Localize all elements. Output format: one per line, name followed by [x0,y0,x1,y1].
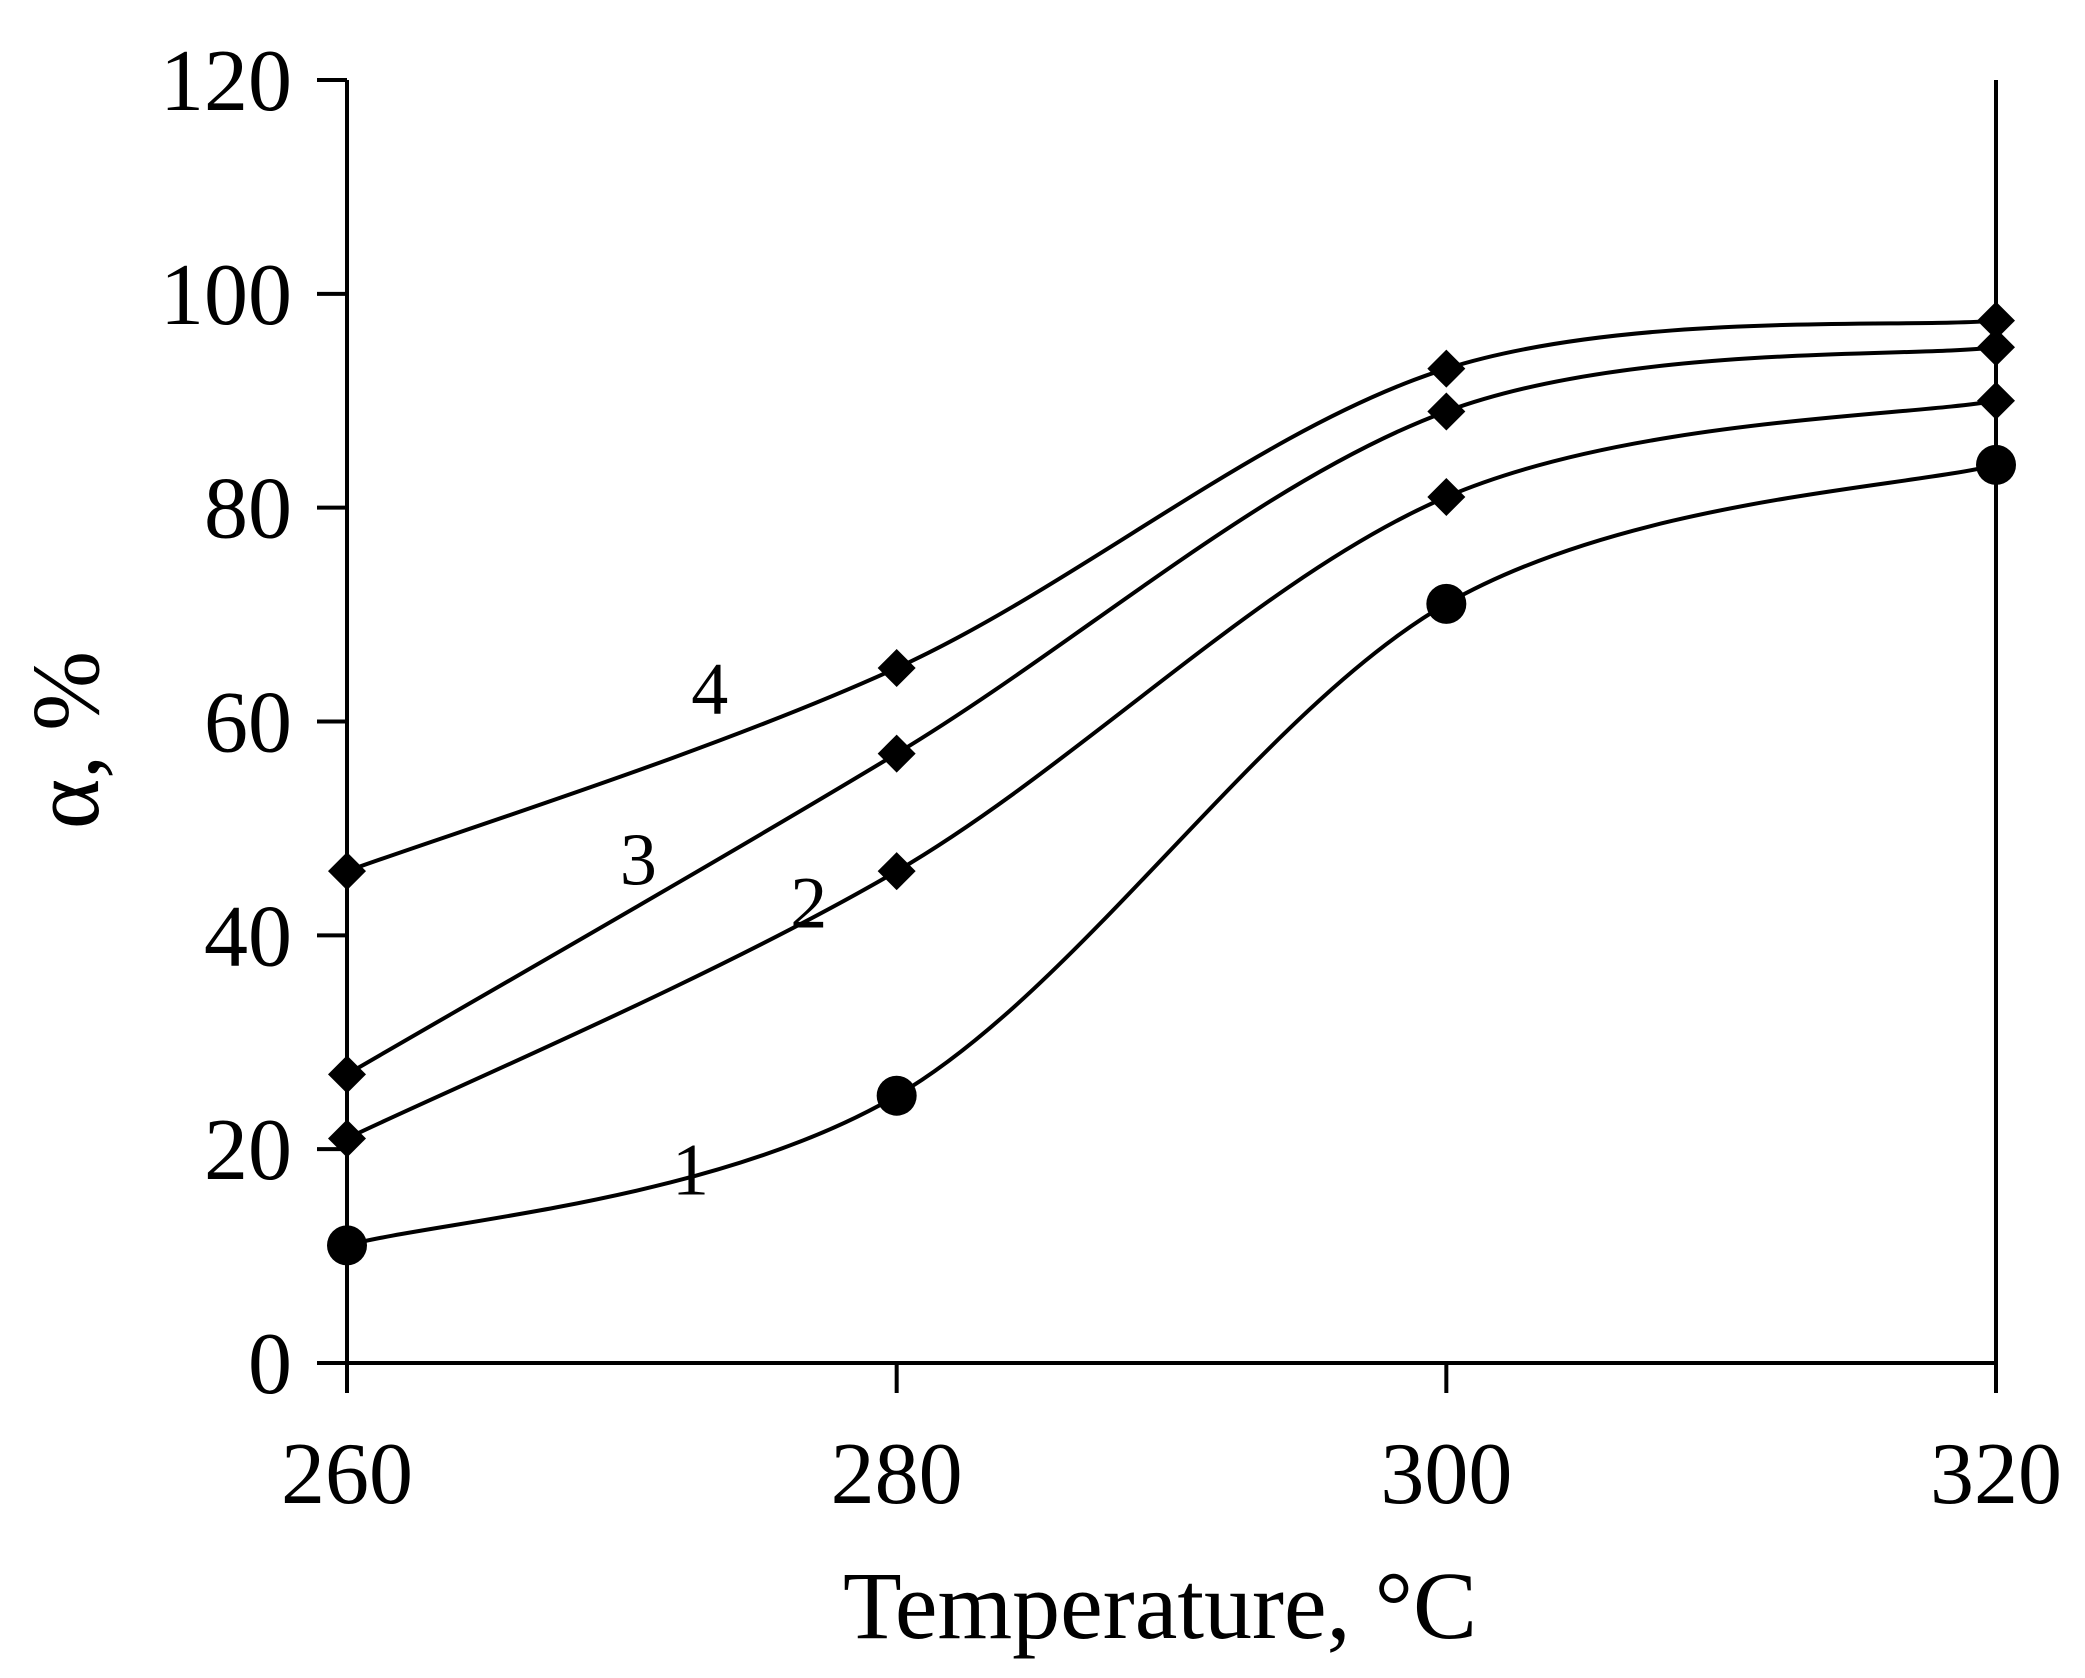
series-3-point [877,734,916,773]
curve-label-2: 2 [790,862,827,944]
y-tick-label: 80 [204,461,292,558]
series-1-point [1976,444,2016,485]
series-line-4 [346,318,1997,874]
series-2-point [1977,381,2015,420]
y-tick-label: 20 [204,1102,292,1199]
curve-label-1: 1 [672,1130,709,1212]
series-3-point [328,1055,366,1094]
markers [327,301,2016,1266]
curve-label-4: 4 [691,648,728,730]
y-axis-title: α, % [12,651,119,829]
series-line-1 [346,462,1997,1248]
series-line-2 [346,398,1997,1141]
tick-labels: 0 20 40 60 80 100 120 260 280 300 320 [160,33,2062,1523]
series-1-point [876,1075,917,1116]
y-tick-label: 120 [160,33,292,130]
x-axis-title: Temperature, °C [843,1552,1477,1659]
series-4-point [328,852,366,891]
series-4-point [1977,301,2015,340]
curves [345,318,1997,1248]
x-tick-label: 300 [1380,1426,1512,1523]
x-tick-label: 260 [281,1426,413,1523]
y-tick-label: 100 [160,247,292,344]
x-tick-label: 320 [1930,1426,2062,1523]
axes [317,78,1998,1393]
series-4-point [877,649,916,688]
y-tick-label: 0 [248,1316,292,1413]
y-tick-label: 40 [204,888,292,985]
series-1-point [1426,583,1467,624]
y-tick-label: 60 [204,675,292,772]
x-tick-label: 280 [831,1426,963,1523]
series-1-point [327,1225,367,1266]
series-4-point [1427,349,1466,388]
series-3-point [1427,392,1466,431]
series-2-point [328,1119,366,1158]
series-3-point [1977,328,2015,367]
curve-labels: 1 2 3 4 [620,648,827,1211]
series-2-point [877,852,916,891]
series-2-point [1427,477,1466,516]
series-line-3 [345,345,1997,1077]
curve-label-3: 3 [620,819,657,901]
